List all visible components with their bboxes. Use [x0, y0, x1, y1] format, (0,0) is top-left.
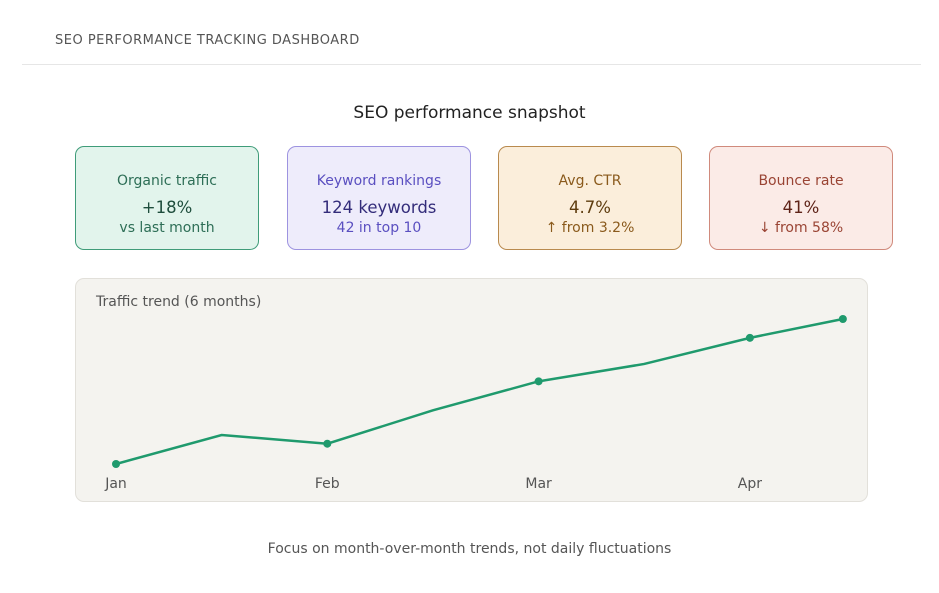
- card-value: 41%: [782, 198, 820, 217]
- card-value: +18%: [141, 198, 193, 217]
- card-value: 124 keywords: [321, 198, 437, 217]
- x-tick-label: Mar: [525, 476, 552, 492]
- avg-ctr-card: Avg. CTR 4.7% ↑ from 3.2%: [498, 146, 682, 250]
- data-point: [112, 460, 120, 468]
- data-point: [745, 333, 754, 342]
- header-divider: [22, 64, 921, 65]
- x-tick-label: Apr: [738, 476, 762, 492]
- footer-note: Focus on month-over-month trends, not da…: [267, 541, 672, 557]
- data-point: [838, 315, 847, 323]
- keyword-rankings-card: Keyword rankings 124 keywords 42 in top 10: [287, 146, 471, 250]
- traffic-line: [115, 317, 844, 466]
- data-point: [534, 377, 543, 386]
- card-sub: ↓ from 58%: [758, 220, 844, 236]
- dashboard-header: SEO PERFORMANCE TRACKING DASHBOARD: [55, 33, 360, 48]
- chart-title: Traffic trend (6 months): [96, 294, 262, 310]
- card-sub: ↑ from 3.2%: [545, 220, 635, 236]
- card-sub: vs last month: [119, 220, 215, 236]
- snapshot-title: SEO performance snapshot: [353, 103, 586, 123]
- bounce-rate-card: Bounce rate 41% ↓ from 58%: [709, 146, 893, 250]
- card-label: Organic traffic: [117, 173, 217, 189]
- card-label: Bounce rate: [758, 173, 844, 189]
- card-label: Keyword rankings: [316, 173, 442, 189]
- card-value: 4.7%: [569, 198, 611, 217]
- data-point: [323, 439, 332, 448]
- traffic-trend-chart: Traffic trend (6 months) Jan Feb Mar Apr: [75, 278, 868, 502]
- chart-plot: Jan Feb Mar Apr: [104, 315, 847, 492]
- organic-traffic-card: Organic traffic +18% vs last month: [75, 146, 259, 250]
- x-tick-label: Jan: [104, 476, 127, 492]
- x-tick-label: Feb: [315, 476, 340, 492]
- card-sub: 42 in top 10: [336, 220, 422, 236]
- card-label: Avg. CTR: [558, 173, 622, 189]
